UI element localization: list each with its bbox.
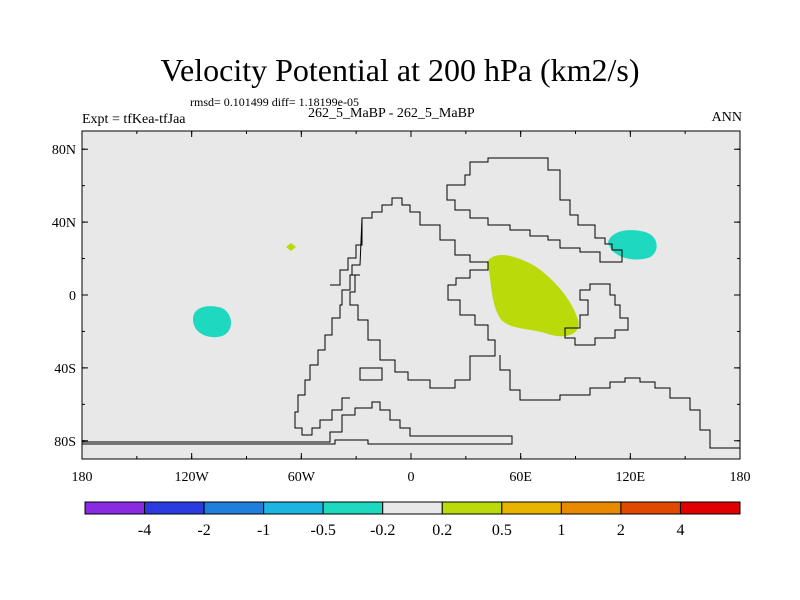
africa-outline [349, 197, 496, 389]
negative-anomaly-west-pacific [608, 230, 657, 260]
colorbar-swatch [203, 501, 265, 515]
contour-fills [192, 230, 657, 338]
africa-eurasia-outline [446, 157, 623, 263]
map-title: Velocity Potential at 200 hPa (km2/s) [160, 52, 640, 88]
colorbar-label: 4 [676, 522, 684, 539]
x-axis: 180 120W 60W 0 60E 120E 180 [72, 131, 751, 485]
colorbar-swatch [382, 501, 443, 515]
colorbar-swatch [620, 501, 681, 515]
y-tick-label: 80S [54, 435, 76, 450]
colorbar-label: 0.2 [432, 522, 452, 539]
asia-southeast-outline [564, 283, 629, 346]
experiment-label: Expt = tfKea-tfJaa [82, 112, 186, 127]
colorbar-label: -1 [257, 522, 270, 539]
north-america-outline [330, 218, 363, 286]
colorbar-swatch [679, 501, 741, 515]
x-tick-label: 120E [616, 470, 646, 485]
positive-anomaly-small [286, 243, 296, 251]
colorbar-swatch [560, 501, 622, 515]
y-tick-label: 0 [69, 289, 76, 304]
season-label: ANN [711, 110, 742, 125]
colorbar-label: -0.5 [311, 522, 336, 539]
colorbar: -4 -2 -1 -0.5 -0.2 0.2 0.5 1 2 4 [84, 501, 741, 539]
colorbar-swatch [441, 501, 503, 515]
colorbar-swatch [84, 501, 146, 515]
colorbar-label: 2 [617, 522, 625, 539]
map-background [82, 131, 740, 459]
colorbar-swatch [501, 501, 562, 515]
island-outline [359, 367, 383, 381]
y-tick-label: 40S [54, 362, 76, 377]
y-axis: 80N 40N 0 40S 80S [52, 143, 740, 450]
run-label: 262_5_MaBP - 262_5_MaBP [308, 106, 475, 121]
negative-anomaly-east-pacific [192, 306, 231, 338]
stats-line: rmsd= 0.101499 diff= 1.18199e-05 [190, 95, 359, 109]
colorbar-swatch [263, 501, 324, 515]
y-tick-label: 40N [52, 216, 76, 231]
x-tick-label: 0 [408, 470, 415, 485]
x-tick-label: 60W [288, 470, 316, 485]
south-america-outline [294, 274, 360, 436]
colorbar-label: 1 [557, 522, 565, 539]
antarctica-outline [82, 401, 513, 445]
x-tick-label: 120W [175, 470, 210, 485]
x-tick-label: 180 [730, 470, 751, 485]
colorbar-label: -0.2 [370, 522, 395, 539]
colorbar-label: -4 [138, 522, 151, 539]
positive-anomaly-indian-ocean [487, 255, 579, 337]
land-outline [82, 157, 740, 449]
y-tick-label: 80N [52, 143, 76, 158]
x-tick-label: 180 [72, 470, 93, 485]
colorbar-swatch [144, 501, 205, 515]
colorbar-swatch [322, 501, 384, 515]
australia-outline [499, 355, 740, 449]
colorbar-label: 0.5 [492, 522, 512, 539]
x-tick-label: 60E [509, 470, 532, 485]
colorbar-label: -2 [197, 522, 210, 539]
